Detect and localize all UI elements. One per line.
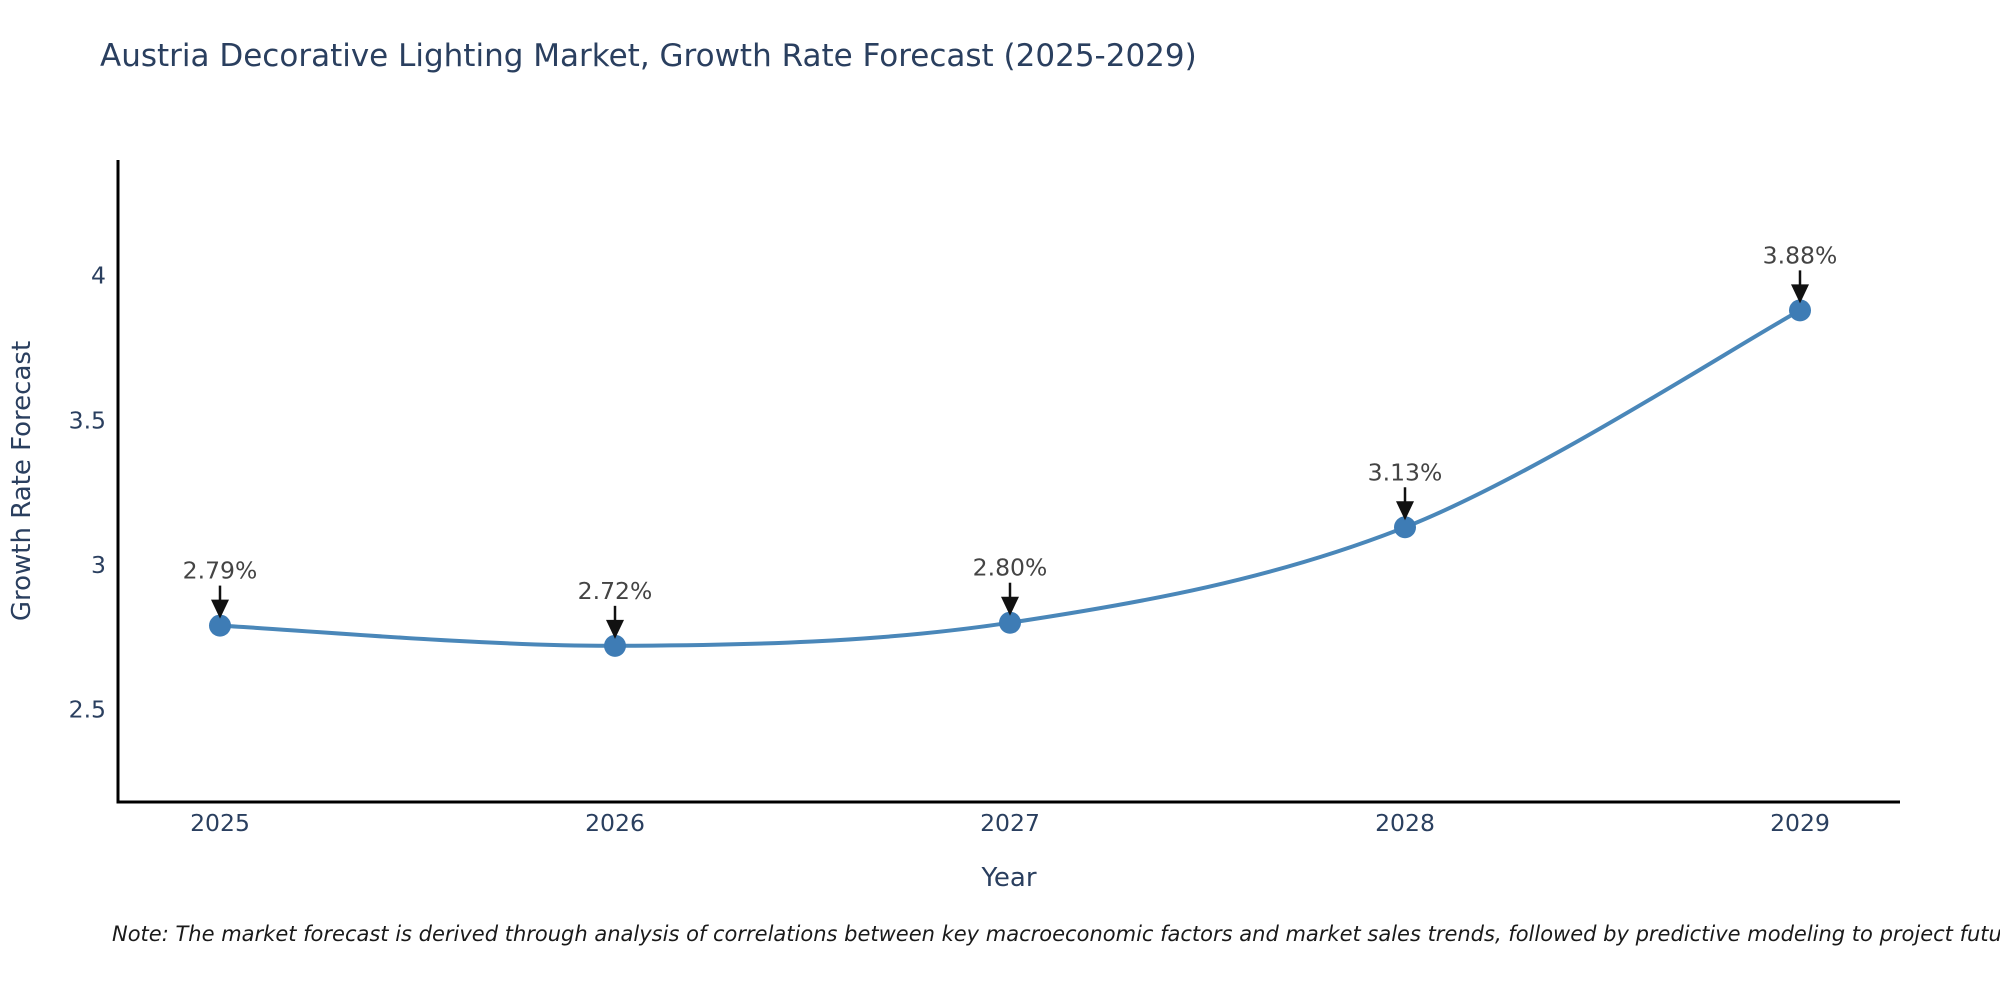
y-tick-label: 3.5	[69, 406, 106, 434]
data-point-2027	[999, 611, 1021, 634]
data-point-2028	[1394, 516, 1416, 539]
x-tick-label: 2027	[980, 809, 1040, 837]
y-axis-title: Growth Rate Forecast	[7, 341, 37, 621]
data-point-2026	[604, 634, 626, 657]
y-tick-label: 3	[91, 551, 106, 579]
annotation-arrowhead	[1791, 284, 1809, 304]
annotation-arrowhead	[1001, 596, 1019, 616]
annotation-arrowhead	[211, 599, 229, 619]
x-tick-label: 2025	[190, 809, 250, 837]
chart-title: Austria Decorative Lighting Market, Grow…	[100, 38, 1197, 74]
annotation-label: 2.72%	[578, 577, 653, 605]
y-tick-label: 2.5	[69, 695, 106, 723]
x-tick-label: 2029	[1770, 809, 1830, 837]
footnote: Note: The market forecast is derived thr…	[112, 922, 2000, 946]
annotation-label: 3.88%	[1763, 241, 1838, 269]
data-point-2025	[209, 614, 231, 637]
annotation-label: 2.80%	[973, 554, 1048, 582]
data-point-2029	[1789, 299, 1811, 322]
annotation-arrowhead	[1396, 501, 1414, 521]
x-tick-label: 2026	[585, 809, 645, 837]
annotation-label: 2.79%	[183, 557, 258, 585]
x-axis-title: Year	[980, 863, 1036, 893]
annotation-arrowhead	[606, 619, 624, 639]
x-tick-label: 2028	[1375, 809, 1435, 837]
annotation-label: 3.13%	[1368, 458, 1443, 486]
y-tick-label: 4	[91, 262, 106, 290]
